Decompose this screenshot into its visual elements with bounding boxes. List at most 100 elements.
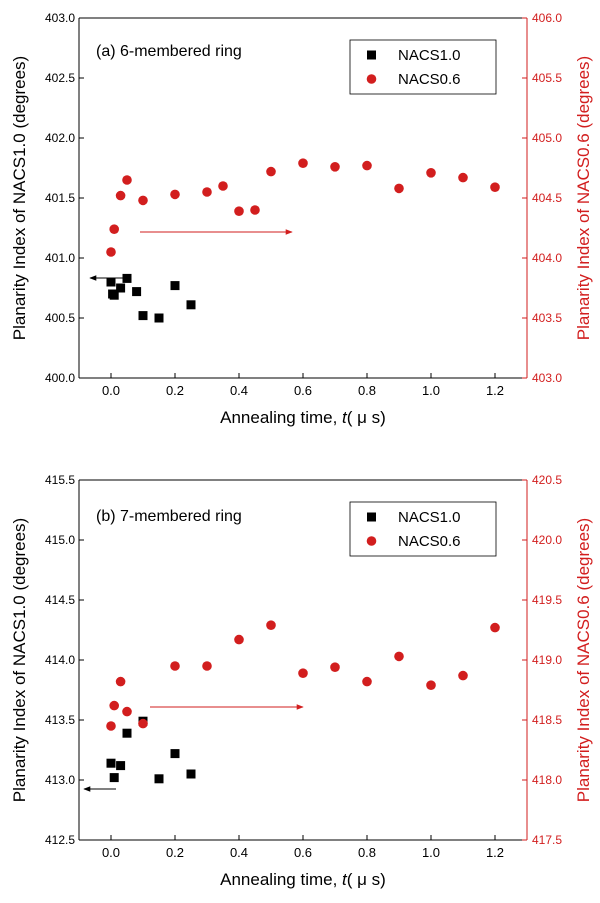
data-point-nacs06: [426, 168, 436, 178]
data-point-nacs06: [122, 175, 132, 185]
data-point-nacs10: [116, 283, 126, 293]
left-y-tick-label: 414.0: [45, 653, 75, 667]
chart-panel-2: 0.0 0.2 0.4 0.6 0.8 1.0 1.2 412.5 413.0 413.5 414.…: [10, 473, 593, 889]
data-point-nacs06: [106, 247, 116, 257]
legend-marker-circle: [366, 536, 377, 546]
panel-title: (a) 6-membered ring: [96, 43, 242, 60]
data-point-nacs10: [170, 281, 180, 291]
data-point-nacs06: [170, 189, 180, 200]
x-tick-label: 0.2: [166, 845, 184, 860]
right-y-tick-label: 419.0: [532, 653, 562, 667]
x-tick-label: 0.4: [230, 383, 248, 398]
data-point-nacs10: [154, 774, 164, 784]
data-point-nacs06: [115, 676, 126, 687]
data-point-nacs06: [394, 651, 404, 662]
right-y-tick-label: 419.5: [532, 593, 562, 607]
right-y-tick-label: 420.0: [532, 533, 562, 547]
data-point-nacs06: [266, 166, 276, 177]
panel-title: (b) 7-membered ring: [96, 508, 242, 525]
data-point-nacs06: [330, 162, 340, 172]
legend-label: NACS1.0: [398, 47, 461, 64]
legend-marker-circle: [366, 74, 377, 84]
left-y-tick-label: 401.0: [45, 251, 75, 265]
x-tick-label: 0.0: [102, 845, 120, 860]
data-point-nacs06: [106, 721, 116, 731]
x-tick-label: 1.0: [422, 845, 440, 860]
data-point-nacs10: [106, 758, 116, 768]
y-axis-label-left: Planarity Index of NACS1.0 (degrees): [10, 56, 29, 340]
left-y-tick-label: 415.5: [45, 473, 75, 487]
data-point-nacs06: [458, 172, 468, 183]
y-axis-label-left: Planarity Index of NACS1.0 (degrees): [10, 518, 29, 802]
data-point-nacs10: [109, 290, 119, 300]
x-tick-label: 0.0: [102, 383, 120, 398]
left-y-tick-label: 402.5: [45, 71, 75, 85]
data-point-nacs06: [298, 668, 308, 678]
legend-box: [349, 501, 497, 557]
data-point-nacs10: [154, 313, 164, 323]
left-y-tick-label: 401.5: [45, 191, 75, 205]
data-point-nacs06: [362, 676, 372, 687]
data-point-nacs06: [234, 206, 244, 216]
legend-marker-square: [367, 50, 376, 60]
x-tick-label: 0.4: [230, 845, 248, 860]
right-y-tick-label: 406.0: [532, 11, 562, 25]
data-point-nacs06: [202, 661, 212, 671]
x-tick-label: 0.2: [166, 383, 184, 398]
data-point-nacs06: [109, 224, 119, 234]
legend-label: NACS1.0: [398, 509, 461, 526]
right-y-tick-label: 405.0: [532, 131, 562, 145]
right-y-tick-label: 420.5: [532, 473, 562, 487]
data-point-nacs10: [132, 287, 142, 297]
data-point-nacs06: [250, 205, 260, 215]
x-tick-label: 0.6: [294, 383, 312, 398]
right-y-tick-label: 404.0: [532, 251, 562, 265]
left-y-tick-label: 413.5: [45, 713, 75, 727]
chart-panel-1: 0.0 0.2 0.4 0.6 0.8 1.0 1.2 400.0 400.5 401.0 401.…: [10, 11, 593, 427]
left-y-tick-label: 415.0: [45, 533, 75, 547]
data-point-nacs06: [490, 622, 500, 633]
right-y-tick-label: 405.5: [532, 71, 562, 85]
right-y-tick-label: 417.5: [532, 833, 562, 847]
data-point-nacs06: [458, 670, 468, 681]
data-point-nacs06: [330, 662, 340, 672]
data-point-nacs06: [109, 700, 119, 711]
data-point-nacs06: [490, 182, 500, 192]
left-y-tick-label: 402.0: [45, 131, 75, 145]
data-point-nacs06: [115, 190, 126, 201]
legend: NACS1.0 NACS0.6: [349, 39, 497, 95]
data-point-nacs06: [138, 195, 148, 206]
data-point-nacs10: [170, 749, 180, 759]
left-y-tick-label: 400.0: [45, 371, 75, 385]
data-point-nacs06: [170, 661, 180, 671]
left-y-tick-label: 413.0: [45, 773, 75, 787]
data-point-nacs06: [426, 680, 436, 690]
right-y-tick-label: 404.5: [532, 191, 562, 205]
left-y-tick-label: 403.0: [45, 11, 75, 25]
left-y-tick-label: 414.5: [45, 593, 75, 607]
data-point-nacs10: [122, 728, 132, 738]
y-axis-label-right: Planarity Index of NACS0.6 (degrees): [574, 518, 593, 802]
x-tick-label: 0.8: [358, 383, 376, 398]
data-point-nacs06: [266, 620, 276, 630]
x-tick-label: 0.6: [294, 845, 312, 860]
data-point-nacs10: [109, 773, 119, 783]
data-point-nacs06: [218, 181, 228, 191]
data-point-nacs06: [122, 706, 132, 717]
data-point-nacs10: [138, 311, 148, 321]
x-tick-label: 0.8: [358, 845, 376, 860]
right-y-tick-label: 418.0: [532, 773, 562, 787]
data-point-nacs10: [186, 300, 196, 310]
legend-label: NACS0.6: [398, 71, 461, 88]
data-point-nacs06: [394, 183, 404, 194]
legend-label: NACS0.6: [398, 533, 461, 550]
data-point-nacs06: [362, 160, 372, 171]
data-point-nacs06: [298, 158, 308, 168]
right-y-tick-label: 403.0: [532, 371, 562, 385]
data-point-nacs10: [116, 761, 126, 771]
x-tick-label: 1.2: [486, 845, 504, 860]
x-tick-label: 1.2: [486, 383, 504, 398]
right-y-tick-label: 418.5: [532, 713, 562, 727]
x-axis-label: Annealing time, t( μ s): [220, 408, 386, 427]
